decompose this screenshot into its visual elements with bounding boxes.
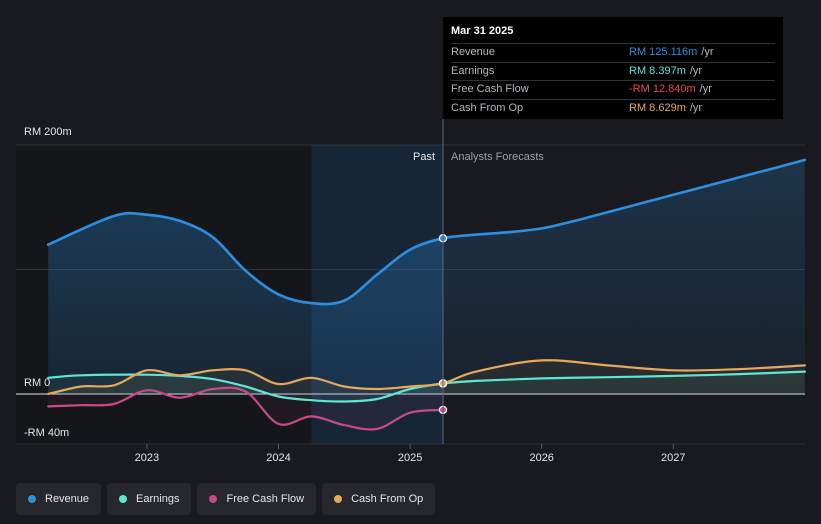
x-tick-label: 2025 bbox=[398, 452, 422, 464]
legend-item-cash-from-op[interactable]: Cash From Op bbox=[322, 483, 436, 515]
legend-label: Earnings bbox=[136, 493, 180, 505]
tooltip-row-free-cash-flow: Free Cash Flow -RM 12.840m /yr bbox=[451, 80, 775, 99]
revenue-area-forecast bbox=[443, 159, 805, 394]
x-tick-label: 2027 bbox=[661, 452, 685, 464]
free-cash-flow-area bbox=[48, 387, 443, 430]
earnings-dot-icon bbox=[119, 495, 128, 503]
tooltip-value: RM 125.116m bbox=[629, 46, 698, 58]
tooltip-row-revenue: Revenue RM 125.116m /yr bbox=[451, 43, 775, 62]
tooltip-label: Revenue bbox=[451, 46, 496, 58]
tooltip-value: RM 8.397m bbox=[629, 64, 686, 77]
tooltip-label: Free Cash Flow bbox=[451, 83, 529, 95]
tooltip: Mar 31 2025 Revenue RM 125.116m /yr Earn… bbox=[443, 17, 783, 119]
x-tick-label: 2026 bbox=[529, 452, 553, 464]
cash-from-op-dot-icon bbox=[334, 495, 343, 503]
x-tick-label: 2024 bbox=[266, 452, 290, 464]
legend-item-free-cash-flow[interactable]: Free Cash Flow bbox=[197, 483, 317, 515]
revenue-dot-icon bbox=[28, 495, 36, 503]
tooltip-row-earnings: Earnings RM 8.397m /yr bbox=[451, 61, 775, 81]
legend: Revenue Earnings Free Cash Flow Cash Fro… bbox=[16, 483, 436, 515]
tooltip-unit: /yr bbox=[689, 101, 703, 114]
free-cash-flow-dot-icon bbox=[209, 495, 218, 503]
tooltip-unit: /yr bbox=[689, 64, 703, 77]
y-tick-label: RM 200m bbox=[24, 126, 72, 138]
tooltip-label: Earnings bbox=[451, 64, 495, 77]
forecast-label: Analysts Forecasts bbox=[451, 151, 544, 163]
tooltip-unit: /yr bbox=[699, 83, 712, 95]
legend-item-earnings[interactable]: Earnings bbox=[107, 483, 192, 515]
y-tick-label: -RM 40m bbox=[24, 427, 69, 439]
tooltip-value: RM 8.629m bbox=[629, 101, 686, 114]
cash-from-op-area bbox=[48, 360, 805, 394]
free-cash-flow-line bbox=[47, 386, 445, 431]
legend-label: Revenue bbox=[45, 493, 90, 505]
tooltip-unit: /yr bbox=[701, 46, 714, 58]
revenue-area-past bbox=[48, 213, 443, 394]
tooltip-value: -RM 12.840m bbox=[629, 83, 696, 95]
tooltip-date: Mar 31 2025 bbox=[451, 25, 514, 37]
x-tick-label: 2023 bbox=[135, 452, 159, 464]
past-label: Past bbox=[413, 151, 435, 163]
legend-label: Cash From Op bbox=[351, 493, 424, 505]
legend-item-revenue[interactable]: Revenue bbox=[16, 483, 102, 515]
cash-from-op-line bbox=[47, 359, 806, 396]
tooltip-row-cash-from-op: Cash From Op RM 8.629m /yr bbox=[451, 98, 775, 118]
y-tick-label: RM 0 bbox=[24, 377, 50, 389]
tooltip-label: Cash From Op bbox=[451, 101, 524, 114]
legend-label: Free Cash Flow bbox=[226, 493, 305, 505]
